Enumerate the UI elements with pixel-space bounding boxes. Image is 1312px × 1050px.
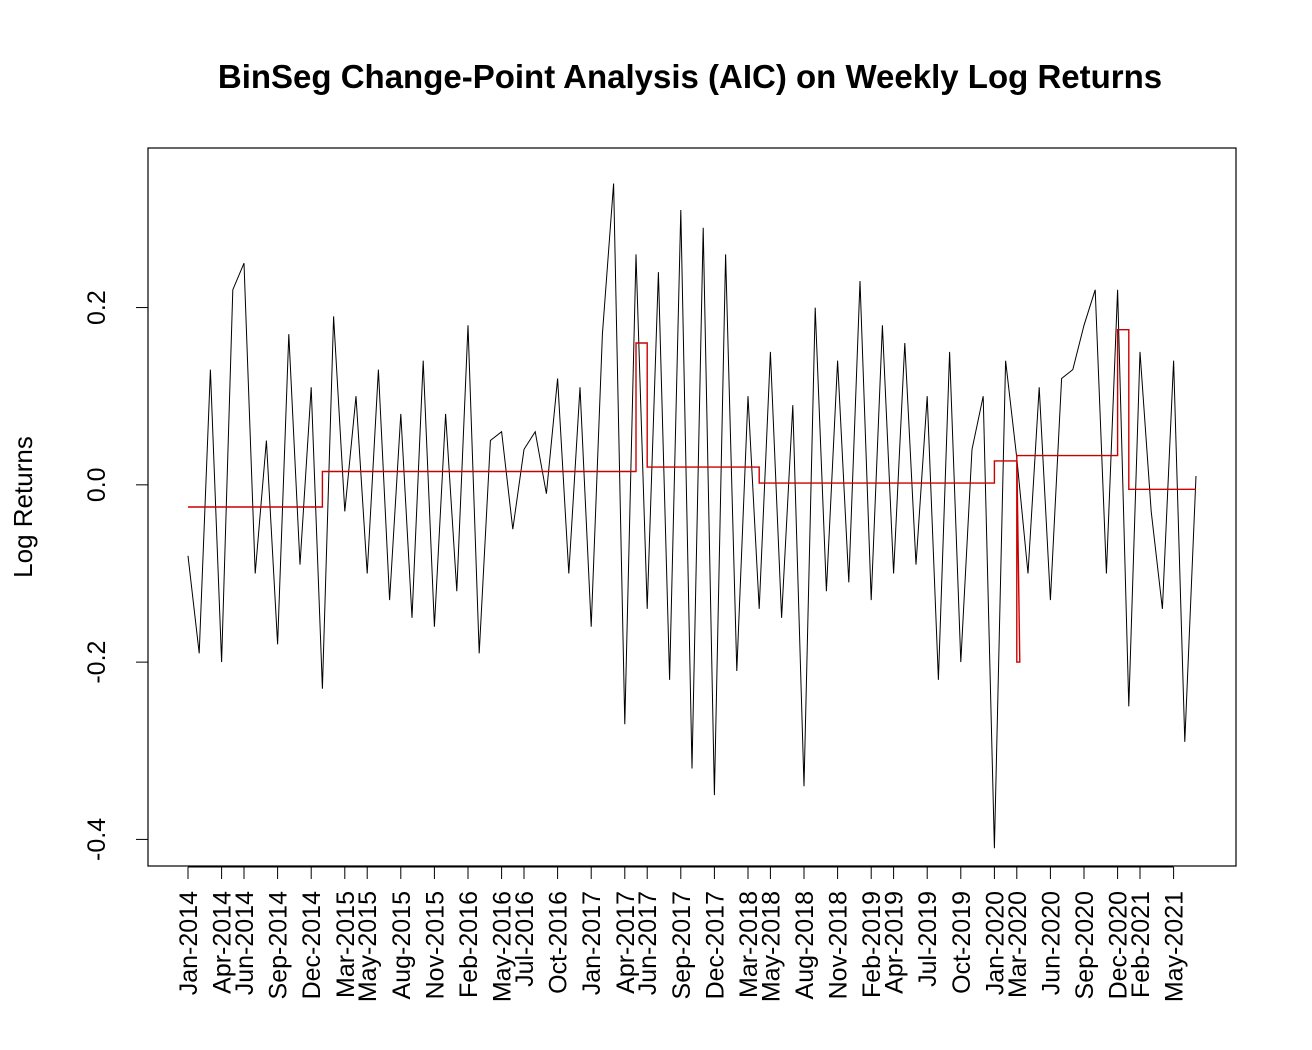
x-tick-label: Oct-2019 [948, 891, 976, 994]
y-tick-label: -0.2 [83, 641, 111, 684]
y-tick-label: 0.0 [83, 467, 111, 502]
x-tick-label: Dec-2020 [1105, 891, 1133, 999]
x-tick-label: May-2015 [354, 891, 382, 1002]
x-tick-label: Mar-2018 [735, 891, 763, 998]
x-tick-label: May-2016 [489, 891, 517, 1002]
x-tick-label: Apr-2019 [881, 891, 909, 994]
series-layer [187, 183, 1197, 849]
x-tick-label: Sep-2014 [265, 891, 293, 1000]
x-tick-label: Aug-2015 [388, 891, 416, 999]
x-tick-label: Feb-2021 [1127, 891, 1155, 998]
x-tick-label: Mar-2020 [1004, 891, 1032, 998]
x-tick-label: Apr-2014 [209, 891, 237, 994]
x-tick-label: Jun-2020 [1037, 891, 1065, 995]
x-tick-label: May-2021 [1161, 891, 1189, 1002]
x-tick-label: Sep-2020 [1071, 891, 1099, 999]
x-tick-label: Dec-2017 [701, 891, 729, 999]
x-tick-label: Apr-2017 [612, 891, 640, 994]
x-tick-label: Mar-2015 [332, 891, 360, 998]
x-tick-label: Aug-2018 [791, 891, 819, 999]
x-tick-label: Nov-2015 [421, 891, 449, 999]
x-tick-label: Jan-2014 [175, 891, 203, 995]
x-tick-label: Oct-2016 [545, 891, 573, 994]
x-tick-label: Jan-2020 [981, 891, 1009, 995]
x-tick-label: Feb-2016 [455, 891, 483, 998]
x-tick-label: Jul-2019 [914, 891, 942, 987]
series-line-log-returns [187, 183, 1197, 849]
y-tick-label: -0.4 [83, 818, 111, 861]
x-tick-label: Nov-2018 [825, 891, 853, 999]
x-tick-label: Feb-2019 [858, 891, 886, 998]
chart-title: BinSeg Change-Point Analysis (AIC) on We… [218, 58, 1162, 95]
x-tick-label: Jul-2016 [511, 891, 539, 987]
x-tick-label: May-2018 [757, 891, 785, 1002]
x-tick-label: Jun-2017 [634, 891, 662, 995]
x-tick-label: Jan-2017 [578, 891, 606, 995]
y-tick-label: 0.2 [83, 290, 111, 325]
x-tick-label: Jun-2014 [231, 891, 259, 995]
y-axis-label: Log Returns [8, 436, 38, 578]
series-line-segment-means [188, 329, 1196, 663]
x-tick-label: Dec-2014 [298, 891, 326, 999]
x-tick-label: Sep-2017 [668, 891, 696, 999]
